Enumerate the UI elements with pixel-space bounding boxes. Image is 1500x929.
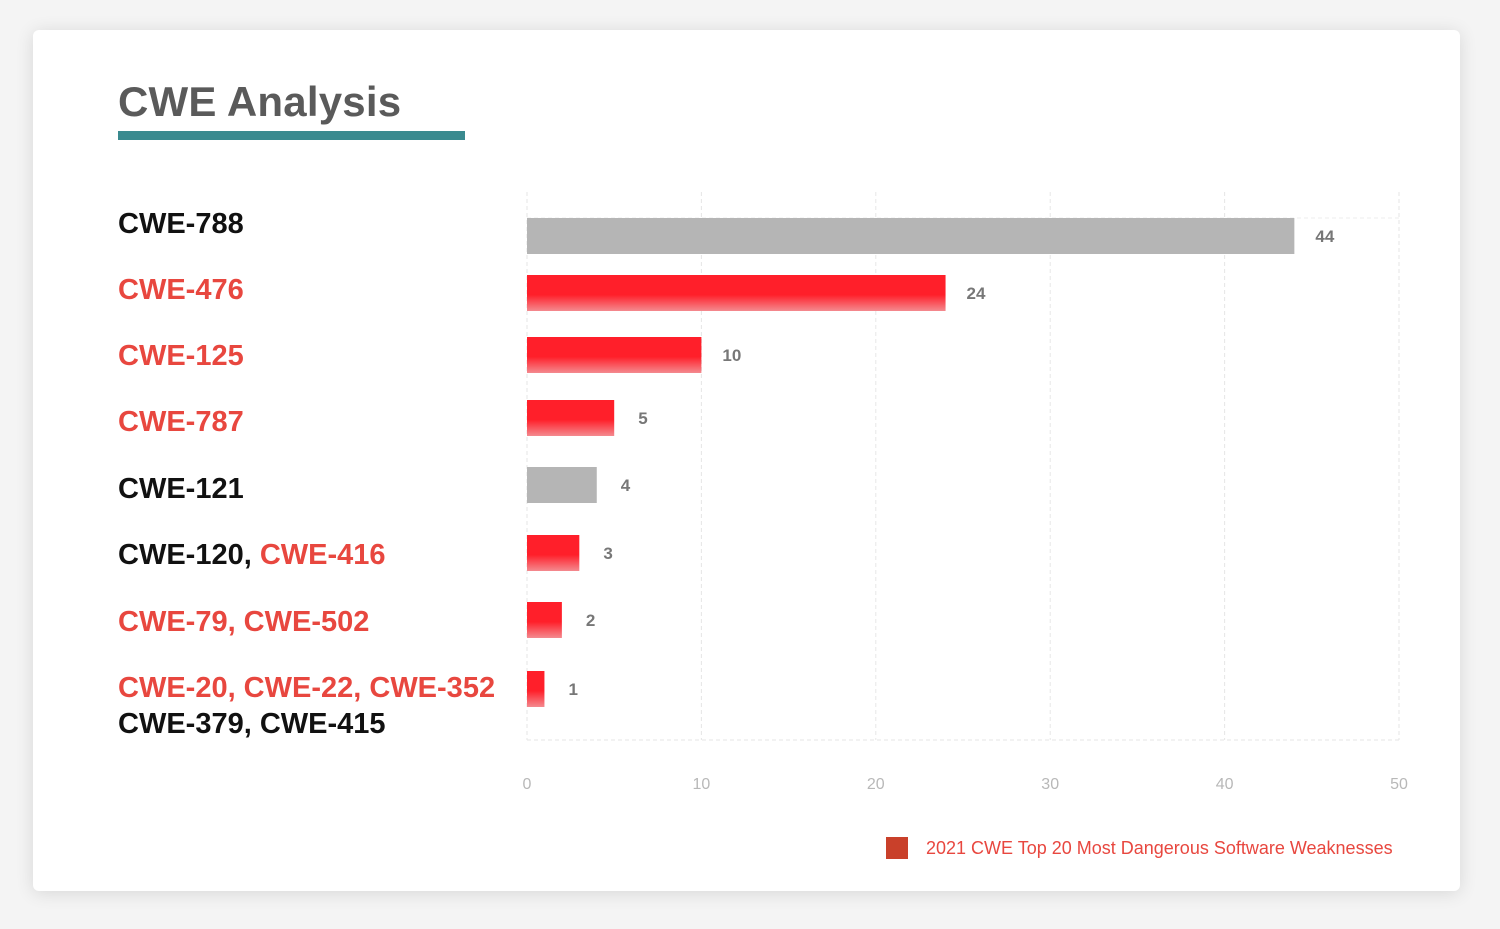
chart-card <box>33 30 1460 891</box>
title-underline <box>118 131 465 140</box>
category-label: CWE-788 <box>118 206 244 242</box>
category-label: CWE-20, CWE-22, CWE-352 <box>118 670 495 706</box>
legend-label: 2021 CWE Top 20 Most Dangerous Software … <box>926 837 1393 858</box>
bar-value-label: 24 <box>967 284 986 303</box>
category-label: CWE-379, CWE-415 <box>118 706 386 742</box>
category-label-part: CWE-416 <box>259 539 386 571</box>
category-label: CWE-787 <box>118 404 244 440</box>
bar <box>527 467 597 503</box>
bar-value-label: 44 <box>1315 227 1334 246</box>
x-tick-label: 30 <box>1041 776 1059 793</box>
category-label-part: CWE-120 <box>118 539 244 571</box>
legend: 2021 CWE Top 20 Most Dangerous Software … <box>886 836 1393 860</box>
bar <box>527 602 562 638</box>
x-tick-label: 10 <box>693 776 711 793</box>
category-label-part: CWE-787 <box>118 406 244 438</box>
category-label-part: CWE-125 <box>118 340 244 372</box>
category-label-part: , <box>243 539 260 571</box>
category-label-part: CWE-20, CWE-22, CWE-352 <box>118 672 496 704</box>
category-label-part: CWE-121 <box>118 473 244 505</box>
bar-value-label: 3 <box>603 544 612 563</box>
bar-value-label: 1 <box>568 680 577 699</box>
bar-value-label: 10 <box>722 346 741 365</box>
category-label: CWE-125 <box>118 338 244 374</box>
category-label-part: CWE-476 <box>118 274 244 306</box>
bar <box>527 218 1295 254</box>
category-label: CWE-476 <box>118 272 244 308</box>
page-title: CWE Analysis <box>118 78 402 125</box>
x-tick-label: 40 <box>1216 776 1234 793</box>
category-label-part: CWE-788 <box>118 208 244 240</box>
bar <box>527 275 946 311</box>
x-tick-label: 50 <box>1390 776 1408 793</box>
category-label-part: CWE-79, CWE-502 <box>118 606 370 638</box>
bar-value-label: 2 <box>586 611 595 630</box>
category-label: CWE-120, CWE-416 <box>118 537 386 573</box>
x-tick-label: 0 <box>523 776 532 793</box>
bar <box>527 535 580 571</box>
bar <box>527 671 545 707</box>
category-label: CWE-121 <box>118 471 244 507</box>
category-label: CWE-79, CWE-502 <box>118 604 369 640</box>
bar-value-label: 5 <box>638 409 647 428</box>
bar <box>527 400 615 436</box>
category-label-part: CWE-379, CWE-415 <box>118 708 386 740</box>
legend-swatch <box>886 837 908 859</box>
x-tick-label: 20 <box>867 776 885 793</box>
bar <box>527 337 702 373</box>
bar-value-label: 4 <box>621 476 631 495</box>
